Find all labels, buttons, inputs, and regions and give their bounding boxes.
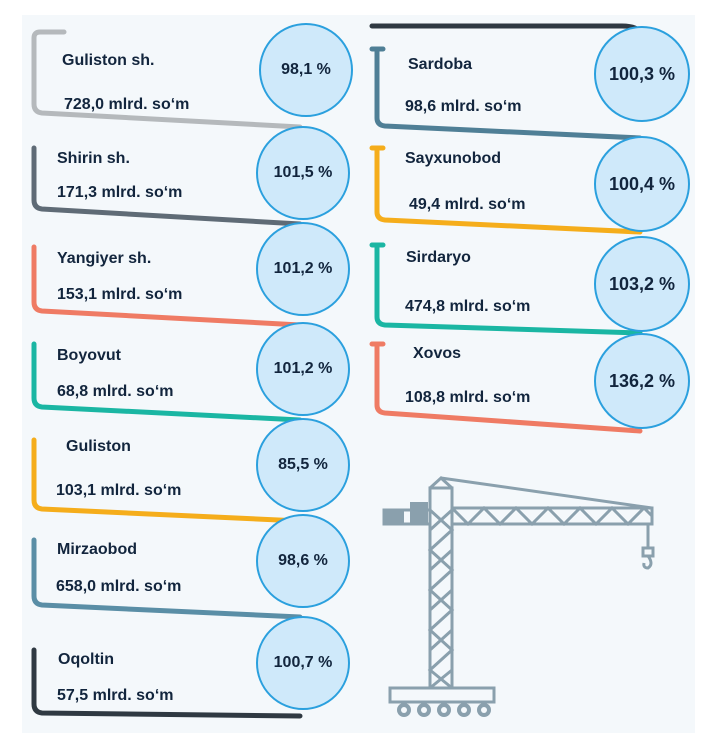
district-name-mirzaobod: Mirzaobod <box>57 541 137 558</box>
connector-line-sayxunobod <box>374 148 643 235</box>
connector-line-guliston <box>31 437 303 524</box>
district-name-guliston-sh: Guliston sh. <box>62 52 155 69</box>
percent-circle-mirzaobod: 98,6 % <box>256 514 350 608</box>
district-value-mirzaobod: 658,0 mlrd. so‘m <box>56 578 182 595</box>
district-name-oqoltin: Oqoltin <box>58 651 114 668</box>
district-name-yangiyer-sh: Yangiyer sh. <box>57 250 152 267</box>
percent-circle-sirdaryo: 103,2 % <box>594 236 690 332</box>
percent-circle-guliston-sh: 98,1 % <box>259 23 353 117</box>
district-name-boyovut: Boyovut <box>57 347 121 364</box>
district-name-sardoba: Sardoba <box>408 56 473 73</box>
percent-circle-guliston: 85,5 % <box>256 418 350 512</box>
connector-line-sirdaryo <box>374 245 643 336</box>
percent-circle-xovos: 136,2 % <box>594 333 690 429</box>
district-name-sayxunobod: Sayxunobod <box>405 150 502 167</box>
district-value-sayxunobod: 49,4 mlrd. so‘m <box>409 196 526 213</box>
percent-circle-boyovut: 101,2 % <box>256 322 350 416</box>
district-value-shirin-sh: 171,3 mlrd. so‘m <box>57 184 183 201</box>
percent-circle-shirin-sh: 101,5 % <box>256 126 350 220</box>
district-value-boyovut: 68,8 mlrd. so‘m <box>57 383 174 400</box>
district-value-xovos: 108,8 mlrd. so‘m <box>405 389 531 406</box>
connector-line-xovos <box>374 344 643 434</box>
district-value-oqoltin: 57,5 mlrd. so‘m <box>57 687 174 704</box>
connector-line-mirzaobod <box>31 537 303 620</box>
percent-circle-oqoltin: 100,7 % <box>256 616 350 710</box>
district-value-sirdaryo: 474,8 mlrd. so‘m <box>405 298 531 315</box>
district-name-guliston: Guliston <box>66 438 131 455</box>
district-value-guliston-sh: 728,0 mlrd. so‘m <box>64 96 190 113</box>
connector-line-sardoba <box>374 49 643 141</box>
district-name-sirdaryo: Sirdaryo <box>406 249 471 266</box>
connector-line-oqoltin <box>31 647 303 719</box>
connector-line-guliston-sh <box>31 29 303 130</box>
connector-line-boyovut <box>31 341 303 423</box>
connector-line-top-cap <box>369 23 643 35</box>
percent-circle-yangiyer-sh: 101,2 % <box>256 222 350 316</box>
district-value-guliston: 103,1 mlrd. so‘m <box>56 482 182 499</box>
district-name-shirin-sh: Shirin sh. <box>57 150 130 167</box>
district-value-yangiyer-sh: 153,1 mlrd. so‘m <box>57 286 183 303</box>
district-value-sardoba: 98,6 mlrd. so‘m <box>405 98 522 115</box>
district-name-xovos: Xovos <box>413 345 462 362</box>
percent-circle-sardoba: 100,3 % <box>594 26 690 122</box>
percent-circle-sayxunobod: 100,4 % <box>594 136 690 232</box>
connector-line-shirin-sh <box>31 145 303 227</box>
connector-line-yangiyer-sh <box>31 244 303 328</box>
tower-crane-icon <box>382 475 655 717</box>
